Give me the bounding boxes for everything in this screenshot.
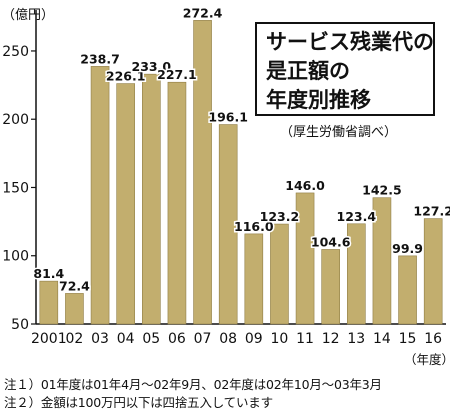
- bar: [65, 293, 84, 325]
- data-label: 272.4: [183, 5, 223, 20]
- y-tick-label: 250: [2, 44, 29, 60]
- bar: [142, 73, 161, 325]
- bar: [218, 124, 238, 325]
- x-axis-unit: （年度）: [404, 352, 450, 367]
- data-label: 123.2: [260, 209, 300, 224]
- x-tick-label: 16: [424, 331, 442, 347]
- x-tick-label: 09: [245, 331, 263, 347]
- bar: [398, 255, 417, 325]
- bar: [321, 249, 340, 325]
- x-tick-label: 06: [168, 331, 186, 347]
- bar: [116, 83, 135, 325]
- chart-title-box: サービス残業代の 是正額の 年度別推移: [255, 22, 435, 116]
- data-label: 116.0: [234, 219, 274, 234]
- data-label: 104.6: [311, 234, 351, 249]
- data-label: 99.9: [392, 241, 423, 256]
- chart-title-line-3: 年度別推移: [266, 88, 371, 112]
- data-source: （厚生労働省調べ）: [280, 125, 398, 140]
- footnote-2: 注２）金額は100万円以下は四捨五入しています: [4, 395, 273, 410]
- chart-title-line-1: サービス残業代の: [266, 30, 434, 54]
- data-label: 72.4: [59, 278, 90, 293]
- bar: [193, 20, 212, 325]
- x-tick-label: 14: [373, 331, 391, 347]
- x-tick-label: 2001: [31, 331, 67, 347]
- data-label: 127.2: [413, 204, 450, 219]
- bar: [244, 233, 264, 325]
- x-tick-label: 11: [296, 331, 314, 347]
- y-tick-label: 150: [2, 180, 29, 196]
- data-label: 123.4: [337, 209, 377, 224]
- bar: [295, 192, 315, 325]
- bar: [39, 280, 59, 325]
- x-tick-label: 03: [91, 331, 109, 347]
- x-tick-label: 10: [271, 331, 289, 347]
- y-tick-label: 200: [2, 112, 29, 128]
- y-tick-label: 100: [2, 249, 29, 265]
- data-label: 81.4: [33, 266, 64, 281]
- x-tick-label: 12: [322, 331, 340, 347]
- bar: [167, 81, 187, 325]
- data-label: 146.0: [285, 178, 325, 193]
- x-tick-label: 05: [142, 331, 160, 347]
- data-label: 196.1: [208, 110, 248, 125]
- y-axis-unit: （億円）: [2, 8, 55, 23]
- bar: [270, 223, 289, 325]
- data-label: 233.0: [132, 59, 172, 74]
- x-tick-label: 15: [399, 331, 417, 347]
- y-tick-label: 50: [11, 317, 29, 333]
- bar: [90, 66, 110, 325]
- footnote-1: 注１）01年度は01年4月～02年9月、02年度は02年10月～03年3月: [4, 377, 382, 392]
- x-tick-label: 08: [219, 331, 237, 347]
- data-label: 226.1: [106, 69, 146, 84]
- bar: [423, 218, 443, 325]
- x-tick-label: 07: [194, 331, 212, 347]
- data-label: 227.1: [157, 67, 197, 82]
- data-label: 142.5: [362, 183, 402, 198]
- chart-title-line-2: 是正額の: [266, 59, 350, 83]
- bar: [372, 197, 392, 325]
- bar: [347, 223, 366, 325]
- x-tick-label: 02: [66, 331, 84, 347]
- data-label: 238.7: [80, 51, 120, 66]
- x-tick-label: 13: [347, 331, 365, 347]
- x-tick-label: 04: [117, 331, 135, 347]
